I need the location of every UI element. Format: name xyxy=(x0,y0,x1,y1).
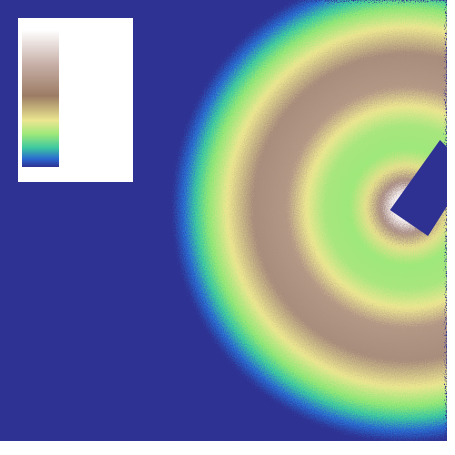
colorbar xyxy=(22,30,59,167)
bottom-border xyxy=(0,441,455,455)
right-border xyxy=(447,0,455,455)
beam-stop xyxy=(390,140,455,236)
